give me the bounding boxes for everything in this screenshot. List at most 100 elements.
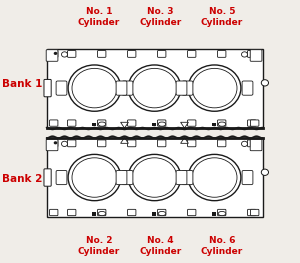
Circle shape <box>242 52 248 57</box>
FancyBboxPatch shape <box>68 120 76 126</box>
Text: No. 1
Cylinder: No. 1 Cylinder <box>78 7 120 27</box>
Polygon shape <box>181 138 188 143</box>
FancyBboxPatch shape <box>98 50 106 57</box>
FancyBboxPatch shape <box>218 140 226 147</box>
Circle shape <box>261 80 268 86</box>
FancyBboxPatch shape <box>128 140 136 147</box>
FancyBboxPatch shape <box>188 209 196 216</box>
FancyBboxPatch shape <box>248 120 256 126</box>
Circle shape <box>242 141 248 146</box>
FancyBboxPatch shape <box>46 50 58 61</box>
Circle shape <box>54 52 57 55</box>
FancyBboxPatch shape <box>68 140 76 147</box>
FancyBboxPatch shape <box>188 50 196 57</box>
Circle shape <box>132 158 177 197</box>
FancyBboxPatch shape <box>248 209 256 216</box>
Circle shape <box>188 154 241 201</box>
Text: Bank 2: Bank 2 <box>2 174 43 184</box>
FancyBboxPatch shape <box>218 50 226 57</box>
FancyBboxPatch shape <box>98 140 106 147</box>
FancyBboxPatch shape <box>44 79 51 97</box>
FancyBboxPatch shape <box>250 140 259 147</box>
FancyBboxPatch shape <box>248 50 256 57</box>
FancyBboxPatch shape <box>44 169 51 186</box>
FancyBboxPatch shape <box>176 81 187 95</box>
Ellipse shape <box>98 211 106 216</box>
FancyBboxPatch shape <box>250 139 262 151</box>
Polygon shape <box>121 122 128 128</box>
FancyBboxPatch shape <box>68 209 76 216</box>
FancyBboxPatch shape <box>68 50 76 57</box>
Bar <box>92 123 96 126</box>
Bar <box>92 212 96 216</box>
FancyBboxPatch shape <box>56 170 67 185</box>
Bar <box>152 123 156 126</box>
FancyBboxPatch shape <box>158 50 166 57</box>
Polygon shape <box>121 138 128 143</box>
Text: No. 5
Cylinder: No. 5 Cylinder <box>201 7 243 27</box>
Ellipse shape <box>98 122 106 126</box>
FancyBboxPatch shape <box>56 81 67 95</box>
FancyBboxPatch shape <box>158 120 166 126</box>
FancyBboxPatch shape <box>116 170 127 185</box>
Circle shape <box>128 154 181 201</box>
FancyBboxPatch shape <box>128 50 136 57</box>
FancyBboxPatch shape <box>46 139 58 151</box>
Circle shape <box>188 65 241 111</box>
FancyBboxPatch shape <box>242 170 253 185</box>
Circle shape <box>192 68 237 108</box>
Circle shape <box>54 141 57 144</box>
Text: Bank 1: Bank 1 <box>2 79 43 89</box>
Circle shape <box>132 68 177 108</box>
FancyBboxPatch shape <box>158 209 166 216</box>
Text: No. 3
Cylinder: No. 3 Cylinder <box>140 7 182 27</box>
FancyBboxPatch shape <box>250 50 262 61</box>
FancyBboxPatch shape <box>128 209 136 216</box>
FancyBboxPatch shape <box>128 120 136 126</box>
Circle shape <box>261 169 268 175</box>
Ellipse shape <box>158 122 166 126</box>
FancyBboxPatch shape <box>50 120 58 126</box>
Bar <box>152 212 156 216</box>
FancyBboxPatch shape <box>250 209 259 216</box>
Ellipse shape <box>218 211 226 216</box>
FancyBboxPatch shape <box>116 81 127 95</box>
FancyBboxPatch shape <box>50 209 58 216</box>
FancyBboxPatch shape <box>242 81 253 95</box>
Circle shape <box>128 65 181 111</box>
FancyBboxPatch shape <box>122 81 133 95</box>
FancyBboxPatch shape <box>98 209 106 216</box>
FancyBboxPatch shape <box>188 140 196 147</box>
Circle shape <box>192 158 237 197</box>
FancyBboxPatch shape <box>98 120 106 126</box>
FancyBboxPatch shape <box>122 170 133 185</box>
FancyBboxPatch shape <box>250 50 259 57</box>
FancyBboxPatch shape <box>250 120 259 126</box>
FancyBboxPatch shape <box>188 120 196 126</box>
FancyBboxPatch shape <box>176 170 187 185</box>
Circle shape <box>61 141 68 146</box>
FancyBboxPatch shape <box>50 140 58 147</box>
FancyBboxPatch shape <box>218 120 226 126</box>
Text: No. 2
Cylinder: No. 2 Cylinder <box>78 236 120 256</box>
Bar <box>46 49 262 128</box>
FancyBboxPatch shape <box>50 50 58 57</box>
Bar <box>212 212 216 216</box>
Circle shape <box>72 158 117 197</box>
Circle shape <box>68 154 121 201</box>
Polygon shape <box>181 122 188 128</box>
FancyBboxPatch shape <box>218 209 226 216</box>
FancyBboxPatch shape <box>158 140 166 147</box>
FancyBboxPatch shape <box>182 170 193 185</box>
Circle shape <box>68 65 121 111</box>
FancyBboxPatch shape <box>248 140 256 147</box>
Text: No. 6
Cylinder: No. 6 Cylinder <box>201 236 243 256</box>
Bar <box>46 138 262 217</box>
FancyBboxPatch shape <box>182 81 193 95</box>
Ellipse shape <box>158 211 166 216</box>
Bar <box>212 123 216 126</box>
Circle shape <box>72 68 117 108</box>
Text: No. 4
Cylinder: No. 4 Cylinder <box>140 236 182 256</box>
Circle shape <box>61 52 68 57</box>
Ellipse shape <box>218 122 226 126</box>
